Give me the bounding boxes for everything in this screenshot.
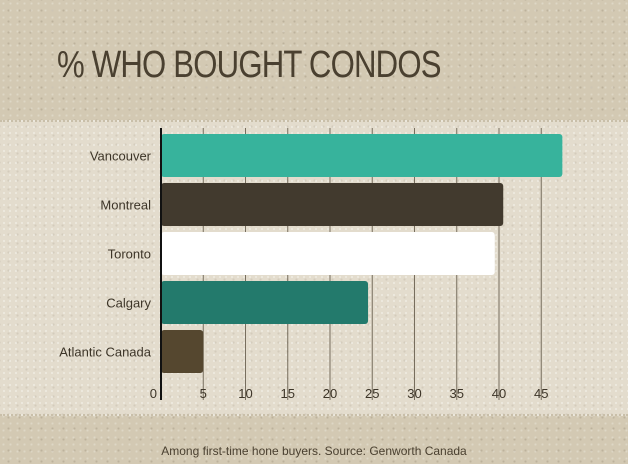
chart-caption: Among first-time hone buyers. Source: Ge…: [161, 444, 467, 458]
bar: [161, 134, 563, 177]
x-tick-label: 45: [534, 386, 548, 401]
bar: [161, 232, 495, 275]
category-label: Toronto: [108, 247, 151, 262]
x-tick-label: 35: [450, 386, 464, 401]
x-tick-label: 5: [200, 386, 207, 401]
category-label: Montreal: [100, 198, 151, 213]
category-label: Vancouver: [90, 149, 152, 164]
x-tick-label: 20: [323, 386, 337, 401]
x-tick-label: 0: [150, 386, 157, 401]
x-tick-label: 10: [238, 386, 252, 401]
x-tick-label: 15: [281, 386, 295, 401]
chart-title: % WHO BOUGHT CONDOS: [57, 44, 442, 86]
bar: [161, 330, 204, 373]
x-tick-label: 30: [407, 386, 421, 401]
bar: [161, 281, 369, 324]
bar: [161, 183, 504, 226]
x-tick-label: 40: [492, 386, 506, 401]
category-label: Atlantic Canada: [59, 345, 152, 360]
x-tick-label: 25: [365, 386, 379, 401]
category-label: Calgary: [106, 296, 151, 311]
